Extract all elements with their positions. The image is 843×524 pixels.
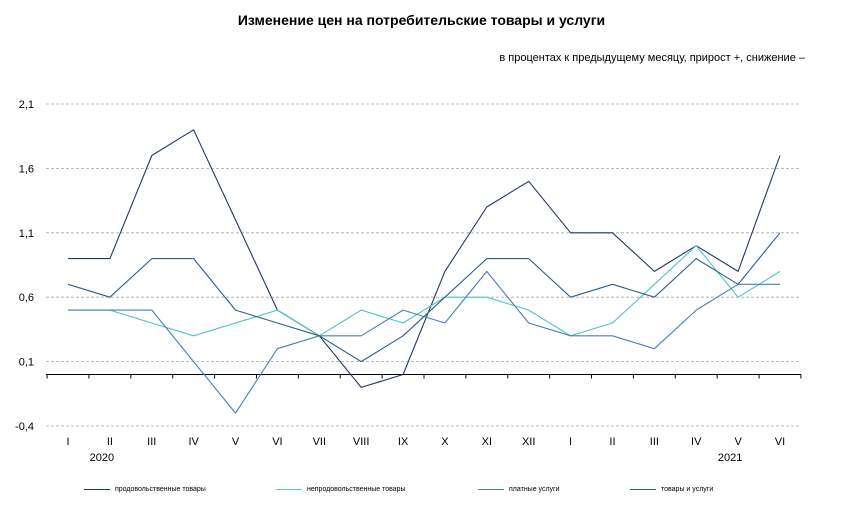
- y-tick-label: 1,1: [19, 228, 34, 240]
- y-tick-label: -0,4: [15, 421, 34, 433]
- x-tick-label: X: [441, 436, 449, 448]
- legend-label: непродовольственные товары: [307, 486, 406, 493]
- legend-item: непродовольственные товары: [276, 486, 406, 493]
- chart-title: Изменение цен на потребительские товары …: [237, 12, 606, 28]
- x-tick-label: VI: [775, 436, 785, 448]
- year-label: 2020: [90, 452, 114, 464]
- legend-label: товары и услуги: [661, 486, 714, 493]
- x-tick-label: VIII: [353, 436, 370, 448]
- series-line-1: [68, 129, 781, 388]
- x-tick-label: I: [569, 436, 572, 448]
- x-tick-label: III: [147, 436, 156, 448]
- x-tick-label: VII: [313, 436, 326, 448]
- chart-subtitle: в процентах к предыдущему месяцу, прирос…: [499, 52, 805, 64]
- x-tick-label: II: [107, 436, 113, 448]
- x-tick-label: V: [232, 436, 240, 448]
- legend-label: платные услуги: [509, 486, 560, 493]
- y-axis: 2,1 1,6 1,1 0,6 0,1 -0,4: [15, 99, 34, 433]
- y-tick-label: 1,6: [19, 163, 34, 175]
- y-tick-label: 2,1: [19, 99, 34, 111]
- x-tick-label: XI: [482, 436, 492, 448]
- x-tick-label: IX: [398, 436, 409, 448]
- x-tick-label: IV: [691, 436, 702, 448]
- legend-item: товары и услуги: [630, 486, 713, 493]
- y-tick-label: 0,6: [19, 292, 34, 304]
- grid-lines: [46, 103, 801, 427]
- series-line-4: [67, 232, 781, 363]
- legend-swatch: [630, 489, 656, 490]
- y-tick-label: 0,1: [19, 357, 34, 369]
- year-label: 2021: [718, 452, 742, 464]
- series-line-2: [68, 245, 781, 337]
- legend-item: платные услуги: [478, 486, 560, 493]
- legend-swatch: [478, 489, 504, 490]
- line-chart: 2,11,61,10,60,1-0,4 I II III IV V VI VII VIII IX…: [15, 99, 802, 464]
- legend-swatch: [84, 489, 110, 490]
- x-tick-label: II: [609, 436, 615, 448]
- legend-label: продовольственные товары: [115, 486, 206, 493]
- legend-item: продовольственные товары: [84, 486, 206, 493]
- series-line-3: [68, 270, 780, 414]
- legend-swatch: [276, 489, 302, 490]
- x-tick-label: V: [734, 436, 742, 448]
- x-tick-label: XII: [522, 436, 535, 448]
- series-lines: [67, 129, 781, 414]
- legend: продовольственные товары непродовольствен…: [0, 486, 843, 500]
- x-tick-label: III: [650, 436, 659, 448]
- x-tick-label: I: [66, 436, 69, 448]
- x-axis: I II III IV V VI VII VIII IX X XI XII I II III IV V VI202…: [46, 373, 802, 464]
- x-tick-label: IV: [188, 436, 199, 448]
- x-tick-label: VI: [272, 436, 282, 448]
